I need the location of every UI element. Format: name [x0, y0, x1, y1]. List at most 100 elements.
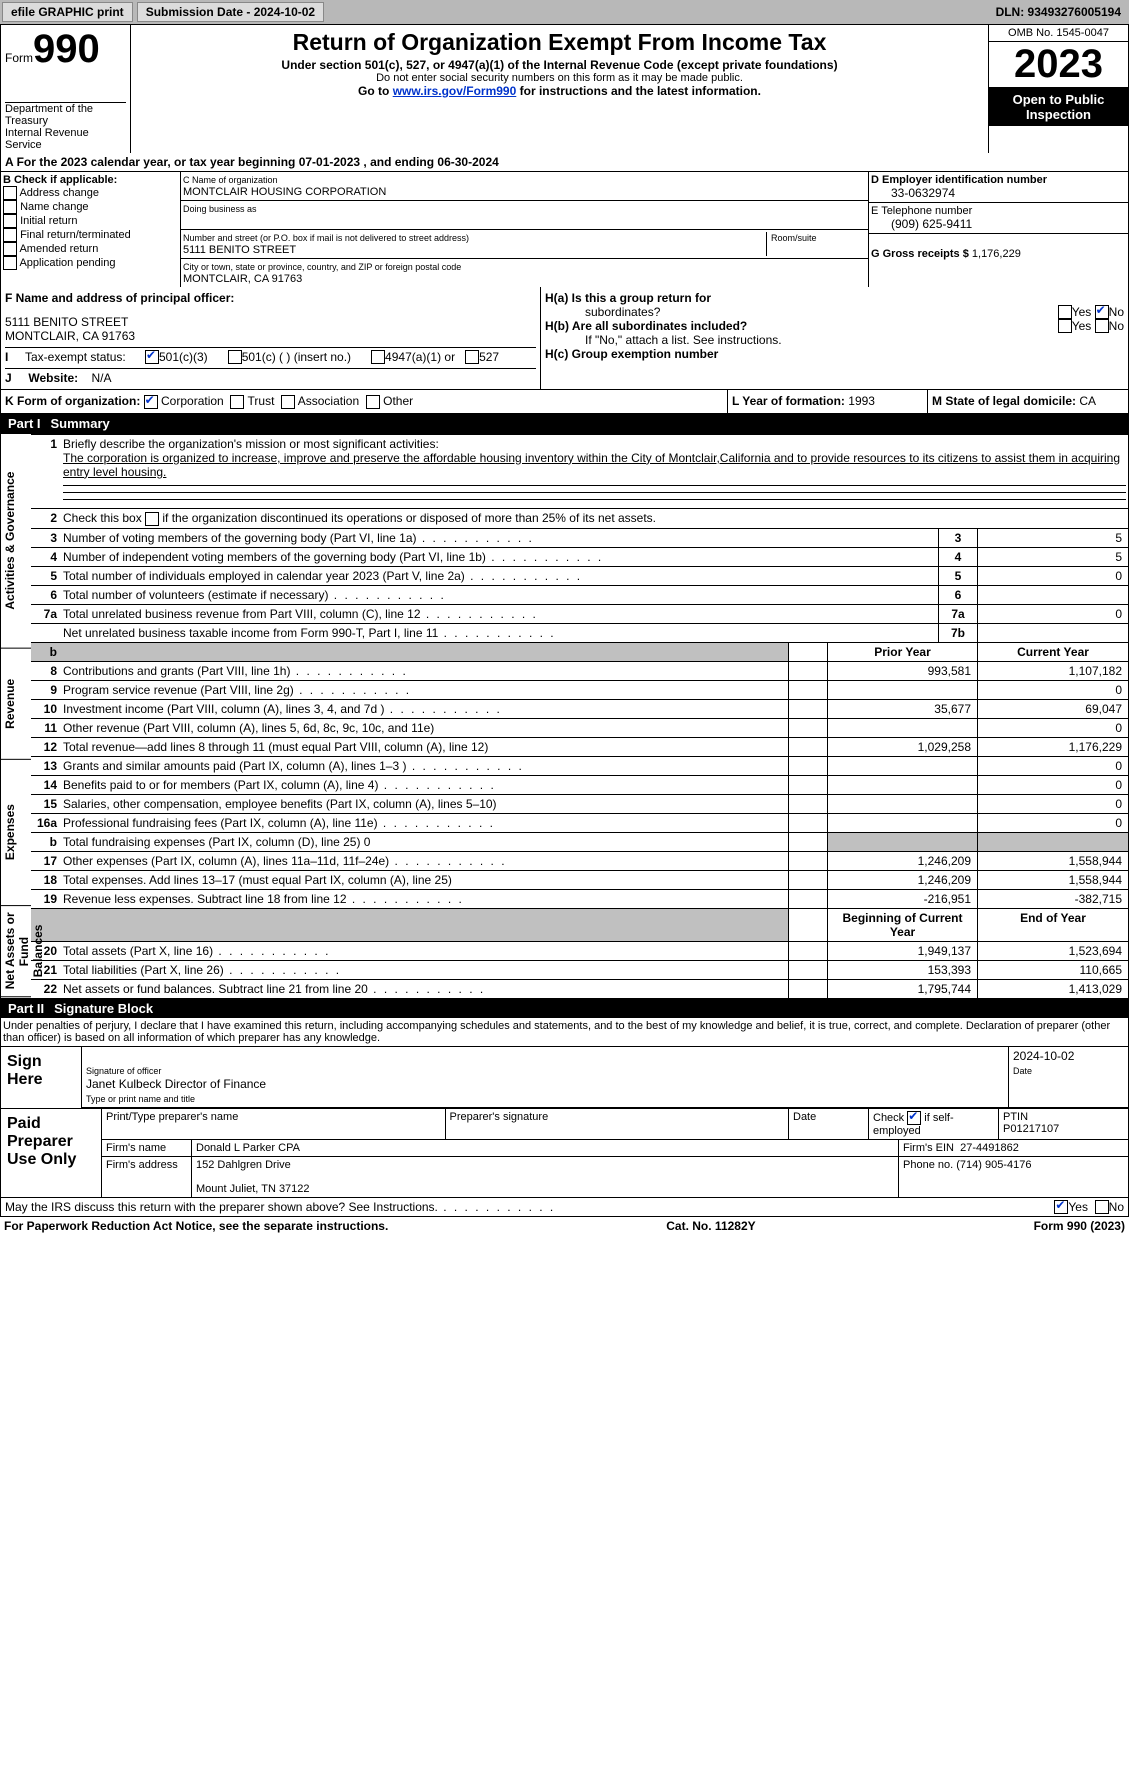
j-label: Website: [28, 371, 78, 385]
gross-value: 1,176,229 [972, 248, 1021, 260]
chk-line2[interactable] [145, 512, 159, 526]
chk-assoc[interactable] [281, 395, 295, 409]
chk-amended[interactable] [3, 242, 17, 256]
mission-text: The corporation is organized to increase… [63, 451, 1120, 479]
chk-self-employed[interactable] [907, 1111, 921, 1125]
firm-ein: 27-4491862 [960, 1142, 1019, 1154]
chk-501c[interactable] [228, 350, 242, 364]
part-1-header: Part ISummary [0, 414, 1129, 433]
org-name: MONTCLAIR HOUSING CORPORATION [183, 186, 386, 198]
subtitle-1: Under section 501(c), 527, or 4947(a)(1)… [135, 58, 984, 72]
ha-label: H(a) Is this a group return for [545, 291, 711, 305]
form-header: Form990 Department of the Treasury Inter… [0, 24, 1129, 153]
efile-print-btn[interactable]: efile GRAPHIC print [2, 2, 133, 22]
page-footer: For Paperwork Reduction Act Notice, see … [0, 1217, 1129, 1235]
dept-label: Department of the Treasury Internal Reve… [5, 102, 126, 151]
submission-date-btn[interactable]: Submission Date - 2024-10-02 [137, 2, 324, 22]
open-inspection: Open to Public Inspection [989, 88, 1128, 126]
chk-501c3[interactable] [145, 350, 159, 364]
street: 5111 BENITO STREET [183, 244, 296, 256]
chk-discuss-yes[interactable] [1054, 1200, 1068, 1214]
penalties-text: Under penalties of perjury, I declare th… [0, 1018, 1129, 1047]
dba-label: Doing business as [183, 204, 257, 214]
chk-trust[interactable] [230, 395, 244, 409]
sig-date: 2024-10-02 [1013, 1049, 1074, 1063]
f-address: 5111 BENITO STREET MONTCLAIR, CA 91763 [5, 315, 536, 343]
line-7a: 7aTotal unrelated business revenue from … [31, 604, 1128, 623]
chk-other[interactable] [366, 395, 380, 409]
line-12: 12Total revenue—add lines 8 through 11 (… [31, 737, 1128, 756]
line-17: 17Other expenses (Part IX, column (A), l… [31, 851, 1128, 870]
sign-here-label: Sign Here [1, 1047, 81, 1108]
sign-here-block: Sign Here Signature of officerJanet Kulb… [0, 1047, 1129, 1109]
form-title: Return of Organization Exempt From Incom… [135, 29, 984, 56]
ein-label: D Employer identification number [871, 174, 1047, 186]
form-number-box: Form990 Department of the Treasury Inter… [1, 25, 131, 153]
line-14: 14Benefits paid to or for members (Part … [31, 775, 1128, 794]
gross-label: G Gross receipts $ [871, 248, 969, 260]
chk-corp[interactable] [144, 395, 158, 409]
street-label: Number and street (or P.O. box if mail i… [183, 233, 469, 243]
paid-preparer-block: Paid Preparer Use Only Print/Type prepar… [0, 1109, 1129, 1198]
chk-app-pending[interactable] [3, 256, 17, 270]
chk-hb-yes[interactable] [1058, 319, 1072, 333]
ha-sub: subordinates? [545, 305, 1058, 319]
part-2-header: Part IISignature Block [0, 999, 1129, 1018]
ein-value: 33-0632974 [871, 186, 1126, 200]
row-klm: K Form of organization: Corporation Trus… [0, 390, 1129, 414]
col-c-org: C Name of organization MONTCLAIR HOUSING… [181, 172, 868, 287]
chk-initial-return[interactable] [3, 214, 17, 228]
subtitle-3: Go to www.irs.gov/Form990 for instructio… [135, 84, 984, 98]
ptin: P01217107 [1003, 1123, 1059, 1135]
line-21: 21Total liabilities (Part X, line 26)153… [31, 960, 1128, 979]
topbar: efile GRAPHIC print Submission Date - 20… [0, 0, 1129, 24]
city-label: City or town, state or province, country… [183, 262, 461, 272]
chk-final-return[interactable] [3, 228, 17, 242]
chk-address-change[interactable] [3, 186, 17, 200]
line-5: 5Total number of individuals employed in… [31, 566, 1128, 585]
row-netassets-header: Beginning of Current YearEnd of Year [31, 908, 1128, 941]
line-16a: 16aProfessional fundraising fees (Part I… [31, 813, 1128, 832]
line-16b: bTotal fundraising expenses (Part IX, co… [31, 832, 1128, 851]
vtab-activities: Activities & Governance [1, 434, 31, 649]
discuss-row: May the IRS discuss this return with the… [0, 1198, 1129, 1217]
footer-right: Form 990 (2023) [1034, 1219, 1125, 1233]
vtab-netassets: Net Assets or Fund Balances [1, 906, 31, 997]
room-label: Room/suite [771, 233, 817, 243]
chk-4947[interactable] [371, 350, 385, 364]
vtab-expenses: Expenses [1, 760, 31, 906]
line-13: 13Grants and similar amounts paid (Part … [31, 756, 1128, 775]
state-domicile: CA [1079, 394, 1096, 408]
line-9: 9Program service revenue (Part VIII, lin… [31, 680, 1128, 699]
sig-officer-label: Signature of officer [86, 1066, 161, 1076]
f-label: F Name and address of principal officer: [5, 291, 536, 305]
tel-label: E Telephone number [871, 205, 972, 217]
section-fh: F Name and address of principal officer:… [0, 287, 1129, 390]
chk-527[interactable] [465, 350, 479, 364]
k-label: K Form of organization: [5, 394, 140, 408]
chk-hb-no[interactable] [1095, 319, 1109, 333]
c-name-label: C Name of organization [183, 175, 278, 185]
website-value: N/A [91, 371, 111, 385]
firm-name: Donald L Parker CPA [191, 1140, 898, 1156]
line-22: 22Net assets or fund balances. Subtract … [31, 979, 1128, 998]
title-block: Return of Organization Exempt From Incom… [131, 25, 988, 153]
chk-discuss-no[interactable] [1095, 1200, 1109, 1214]
chk-name-change[interactable] [3, 200, 17, 214]
subtitle-2: Do not enter social security numbers on … [135, 72, 984, 84]
tax-year: 2023 [989, 42, 1128, 88]
col-d-ein: D Employer identification number 33-0632… [868, 172, 1128, 287]
line-7b: Net unrelated business taxable income fr… [31, 623, 1128, 642]
row-a-period: A For the 2023 calendar year, or tax yea… [0, 153, 1129, 172]
line-3: 3Number of voting members of the governi… [31, 528, 1128, 547]
footer-mid: Cat. No. 11282Y [666, 1219, 755, 1233]
summary-table: Activities & Governance Revenue Expenses… [0, 433, 1129, 999]
irs-link[interactable]: www.irs.gov/Form990 [393, 84, 517, 98]
line-18: 18Total expenses. Add lines 13–17 (must … [31, 870, 1128, 889]
city: MONTCLAIR, CA 91763 [183, 273, 302, 285]
row-revenue-header: bPrior YearCurrent Year [31, 642, 1128, 661]
chk-ha-no[interactable] [1095, 305, 1109, 319]
line-10: 10Investment income (Part VIII, column (… [31, 699, 1128, 718]
omb-number: OMB No. 1545-0047 [989, 25, 1128, 42]
chk-ha-yes[interactable] [1058, 305, 1072, 319]
